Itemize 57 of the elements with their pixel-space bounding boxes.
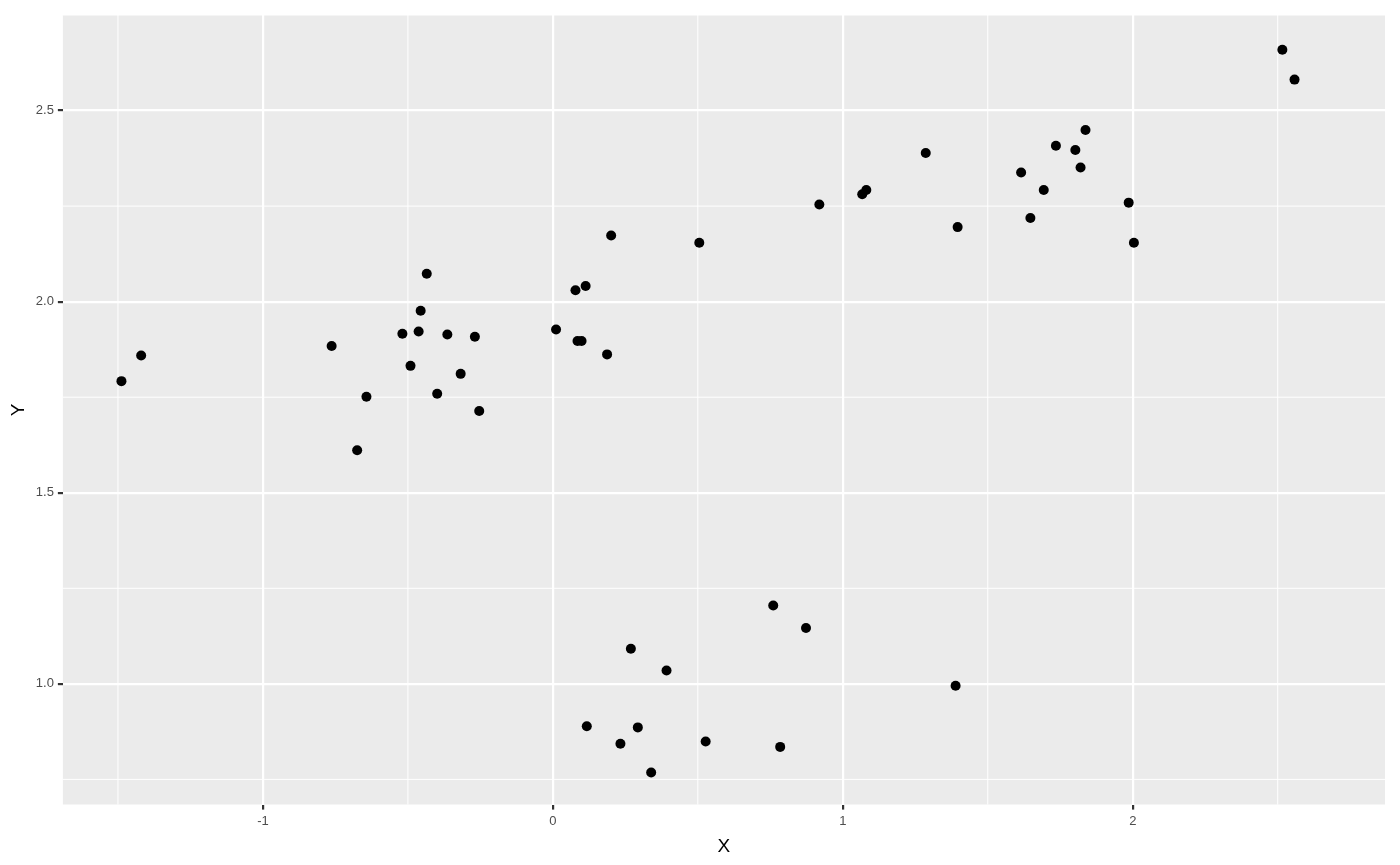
point: [694, 237, 705, 248]
point: [768, 600, 779, 611]
x-tick-label: 1: [839, 812, 847, 828]
point: [415, 305, 426, 316]
point: [920, 147, 931, 158]
point: [580, 280, 591, 291]
point: [1038, 185, 1049, 196]
point: [775, 741, 786, 752]
y-tick-label: 1.0: [35, 675, 54, 691]
point: [442, 329, 453, 340]
point: [1050, 140, 1061, 151]
point: [326, 340, 337, 351]
point: [1289, 74, 1300, 85]
point: [136, 350, 147, 361]
point: [352, 445, 363, 456]
point: [1016, 167, 1027, 178]
point: [361, 391, 372, 402]
x-tick-label: 0: [549, 812, 557, 828]
point: [469, 331, 480, 342]
point: [1025, 212, 1036, 223]
x-tick-label: -1: [257, 812, 269, 828]
point: [700, 736, 711, 747]
point: [405, 360, 416, 371]
y-axis-title: Y: [6, 403, 28, 417]
point: [661, 665, 672, 676]
point: [421, 268, 432, 279]
point: [602, 349, 613, 360]
point: [413, 326, 424, 337]
point: [861, 185, 872, 196]
point: [814, 199, 825, 210]
point: [1277, 44, 1288, 55]
point: [116, 376, 127, 387]
point: [1080, 125, 1091, 136]
point: [625, 643, 636, 654]
point: [1128, 237, 1139, 248]
point: [474, 405, 485, 416]
point: [950, 680, 961, 691]
point: [646, 767, 657, 778]
x-axis-title: X: [717, 834, 731, 856]
point: [606, 230, 617, 241]
point: [432, 388, 443, 399]
y-tick-label: 2.5: [35, 102, 54, 118]
point: [581, 721, 592, 732]
y-tick-label: 1.5: [35, 484, 54, 500]
point: [551, 324, 562, 335]
point: [570, 285, 581, 296]
point: [397, 328, 408, 339]
point: [455, 368, 466, 379]
point: [1070, 144, 1081, 155]
point: [615, 738, 626, 749]
point: [1123, 197, 1134, 208]
point: [632, 722, 643, 733]
y-tick-label: 2.0: [35, 293, 54, 309]
point: [1075, 162, 1086, 173]
x-tick-label: 2: [1129, 812, 1137, 828]
point: [800, 623, 811, 634]
point: [952, 222, 963, 233]
